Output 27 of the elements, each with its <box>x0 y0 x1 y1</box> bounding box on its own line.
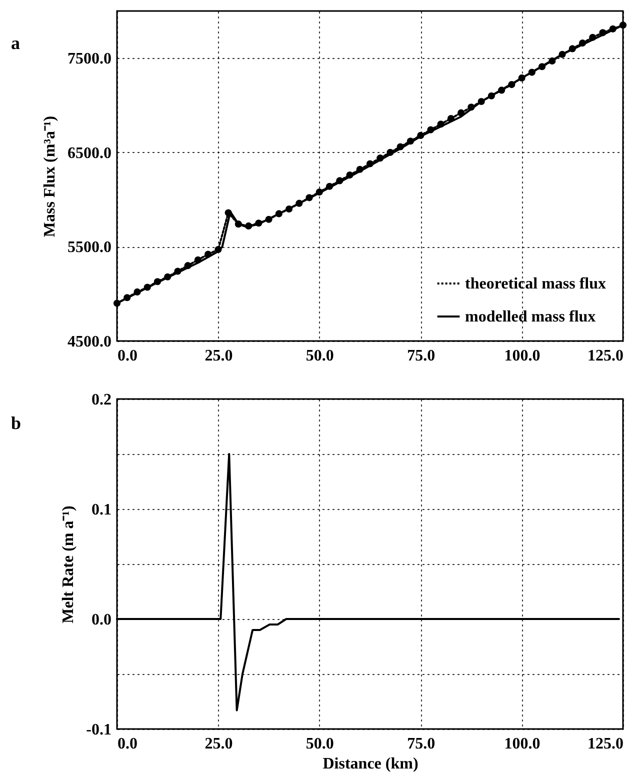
y-tick-label: 7500.0 <box>68 50 112 68</box>
y-tick-label: 6500.0 <box>68 144 112 162</box>
text: a <box>11 33 20 53</box>
x-tick-label: 125.0 <box>588 736 624 752</box>
x-tick-label: 25.0 <box>204 736 233 752</box>
x-tick-label: 125.0 <box>588 348 624 364</box>
x-tick-label: 75.0 <box>407 348 436 364</box>
text: b <box>11 413 22 433</box>
legend-label: theoretical mass flux <box>465 276 606 292</box>
y-tick-label: 0.2 <box>92 392 112 408</box>
y-axis-title: Melt Rate (m a⁻¹) <box>60 506 78 624</box>
y-tick-label: 0.0 <box>92 612 112 628</box>
y-tick-label: 4500.0 <box>68 334 112 350</box>
x-tick-label: 0.0 <box>118 736 138 752</box>
y-axis-title: Mass Flux (m³a⁻¹) <box>42 116 58 238</box>
x-tick-label: 50.0 <box>306 736 334 752</box>
y-tick-label: 5500.0 <box>68 239 112 256</box>
x-axis-title: Distance (km) <box>322 756 418 772</box>
x-tick-label: 25.0 <box>204 348 233 364</box>
x-tick-label: 50.0 <box>306 348 334 364</box>
x-tick-label: 0.0 <box>118 348 138 364</box>
x-tick-label: 100.0 <box>504 736 540 752</box>
x-tick-label: 75.0 <box>407 736 436 752</box>
x-tick-label: 100.0 <box>504 348 540 364</box>
y-tick-label: -0.1 <box>86 722 112 738</box>
legend-label: modelled mass flux <box>465 308 596 326</box>
y-tick-label: 0.1 <box>92 502 112 518</box>
